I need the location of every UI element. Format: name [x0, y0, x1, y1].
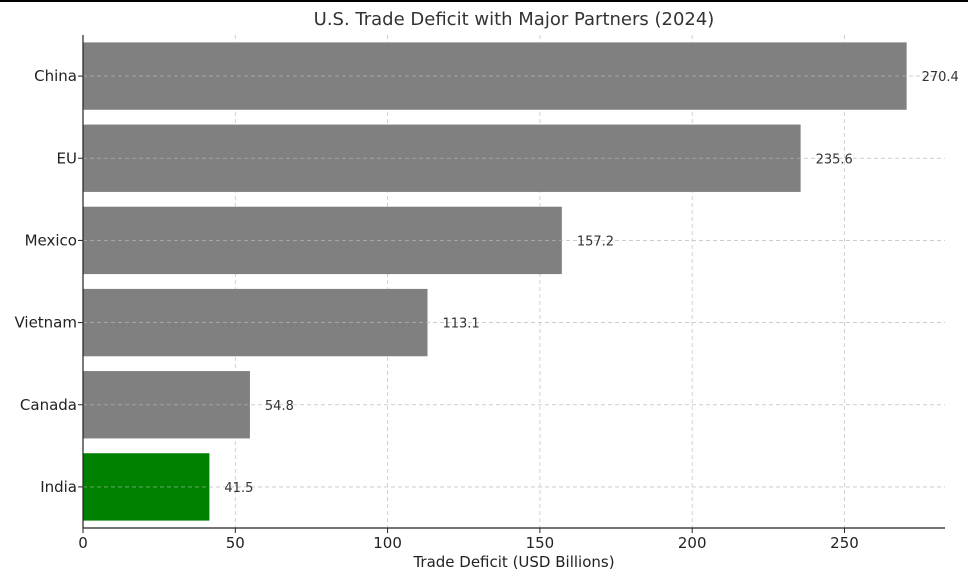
x-tick-label: 100: [373, 534, 402, 552]
value-label: 113.1: [442, 317, 479, 332]
value-label: 270.4: [922, 70, 959, 85]
category-label: China: [34, 67, 77, 85]
value-label: 54.8: [265, 399, 294, 414]
x-tick-label: 150: [526, 534, 555, 552]
bar-canada: [83, 371, 250, 439]
x-axis-title: Trade Deficit (USD Billions): [412, 553, 614, 571]
x-tick-label: 0: [78, 534, 88, 552]
labels-layer: 0 50 100 150 200 250 China 270.4 EU 235.6 Mexico 15…: [14, 67, 958, 552]
axes-layer: [82, 35, 945, 529]
category-label: EU: [57, 149, 77, 167]
value-label: 235.6: [816, 152, 853, 167]
value-label: 41.5: [224, 481, 253, 496]
x-tick-label: 50: [226, 534, 245, 552]
category-label: Mexico: [25, 231, 77, 249]
chart-title: U.S. Trade Deficit with Major Partners (…: [314, 9, 715, 30]
category-label: Vietnam: [14, 314, 77, 332]
x-tick-label: 250: [830, 534, 859, 552]
category-label: India: [40, 478, 77, 496]
top-border-rule: [0, 0, 968, 2]
x-tick-label: 200: [678, 534, 707, 552]
bars-layer: [83, 42, 945, 521]
category-label: Canada: [20, 396, 77, 414]
value-label: 157.2: [577, 234, 614, 249]
